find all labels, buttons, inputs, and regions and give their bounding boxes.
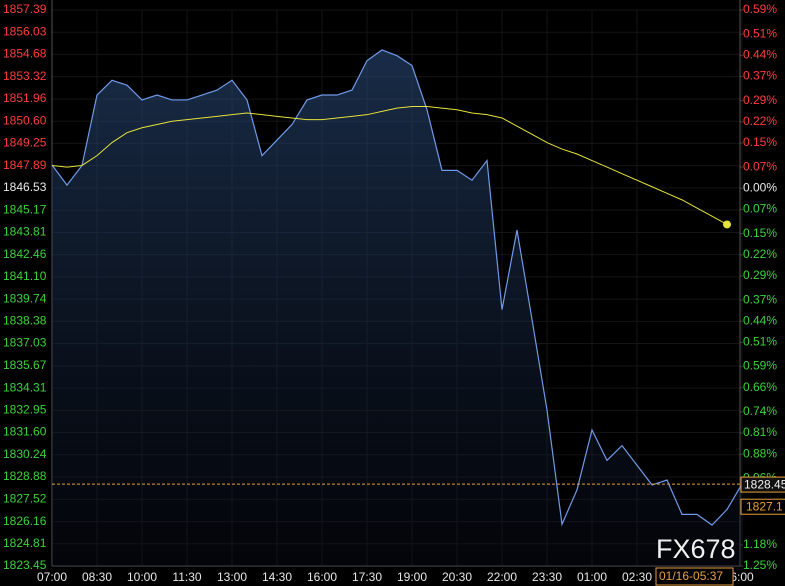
y-tick-label: 1841.10 (3, 269, 47, 283)
y-tick-label: 1837.03 (3, 336, 47, 350)
y-tick-label: 1831.60 (3, 425, 47, 439)
y2-tick-label: 0.59% (743, 359, 777, 373)
y-tick-label: 1839.74 (3, 291, 47, 305)
y2-tick-label: 0.29% (743, 268, 777, 282)
y-tick-label: 1824.81 (3, 536, 47, 550)
y2-tick-label: 0.15% (743, 226, 777, 240)
y-tick-label: 1823.45 (3, 558, 47, 572)
x-tick-label: 23:30 (532, 570, 562, 584)
y2-tick-label: 0.37% (743, 69, 777, 83)
y2-tick-label: 0.66% (743, 380, 777, 394)
y2-tick-label: 0.74% (743, 404, 777, 418)
x-tick-label: 02:30 (622, 570, 652, 584)
y2-tick-label: 0.44% (743, 313, 777, 327)
cursor-time-label: 01/16-05:37 (659, 569, 723, 583)
x-tick-label: 20:30 (442, 570, 472, 584)
x-tick-label: 10:00 (127, 570, 157, 584)
y2-tick-label: 0.88% (743, 446, 777, 460)
x-tick-label: 11:30 (172, 570, 201, 584)
y2-tick-label: 0.44% (743, 47, 777, 61)
y-tick-label: 1857.39 (3, 2, 47, 16)
y2-tick-label: 1.18% (743, 537, 777, 551)
y-tick-label: 1854.68 (3, 47, 47, 61)
y2-tick-label: 0.00% (743, 180, 777, 194)
y-tick-label: 1842.46 (3, 247, 47, 261)
watermark: FX678 (656, 534, 736, 564)
x-tick-label: 22:00 (487, 570, 517, 584)
y2-tick-label: 1.25% (743, 558, 777, 572)
x-tick-label: 01:00 (577, 570, 607, 584)
x-tick-label: 13:00 (217, 570, 247, 584)
y-tick-label: 1835.67 (3, 358, 47, 372)
y2-tick-label: 0.07% (743, 159, 777, 173)
y2-tick-label: 0.37% (743, 292, 777, 306)
y-tick-label: 1850.60 (3, 113, 47, 127)
x-tick-label: 16:00 (307, 570, 337, 584)
y-tick-label: 1827.52 (3, 491, 47, 505)
x-tick-label: 17:30 (352, 570, 382, 584)
y2-tick-label: 0.15% (743, 135, 777, 149)
y-tick-label: 1853.32 (3, 69, 47, 83)
x-tick-label: 14:30 (262, 570, 292, 584)
current-price-box (740, 476, 785, 493)
y-tick-label: 1851.96 (3, 91, 47, 105)
x-tick-label: 07:00 (37, 570, 67, 584)
y2-tick-label: 0.07% (743, 202, 777, 216)
y-tick-label: 1849.25 (3, 136, 47, 150)
price-line (51, 49, 743, 527)
y2-tick-label: 0.22% (743, 247, 777, 261)
y-tick-label: 1826.16 (3, 514, 47, 528)
y2-tick-label: 0.51% (743, 26, 777, 40)
y-tick-label: 1847.89 (3, 158, 47, 172)
y-tick-label: 1832.95 (3, 403, 47, 417)
x-tick-label: 08:30 (82, 570, 112, 584)
y-tick-label: 1830.24 (3, 447, 47, 461)
y2-tick-label: 0.81% (743, 425, 777, 439)
cursor-price-box (740, 498, 785, 515)
cursor-price-label: 1827.1 (746, 499, 783, 513)
x-tick-label: 6:00 (730, 570, 754, 584)
x-tick-label: 19:00 (397, 570, 427, 584)
y-tick-label: 1828.88 (3, 469, 47, 483)
current-price-label: 1828.45 (744, 477, 785, 491)
cursor-time-box (655, 567, 734, 586)
y-tick-label: 1846.53 (3, 180, 47, 194)
y2-tick-label: 0.22% (743, 114, 777, 128)
y-tick-label: 1856.03 (3, 24, 47, 38)
y2-tick-label: 0.51% (743, 335, 777, 349)
y-tick-label: 1843.81 (3, 225, 47, 239)
y2-tick-label: 0.29% (743, 93, 777, 107)
average-line (51, 105, 728, 225)
y-tick-label: 1834.31 (3, 380, 47, 394)
average-end-dot (723, 220, 731, 229)
y-tick-label: 1845.17 (3, 202, 47, 216)
y2-tick-label: 0.59% (743, 2, 777, 16)
price-area (52, 49, 742, 566)
y-tick-label: 1838.38 (3, 314, 47, 328)
